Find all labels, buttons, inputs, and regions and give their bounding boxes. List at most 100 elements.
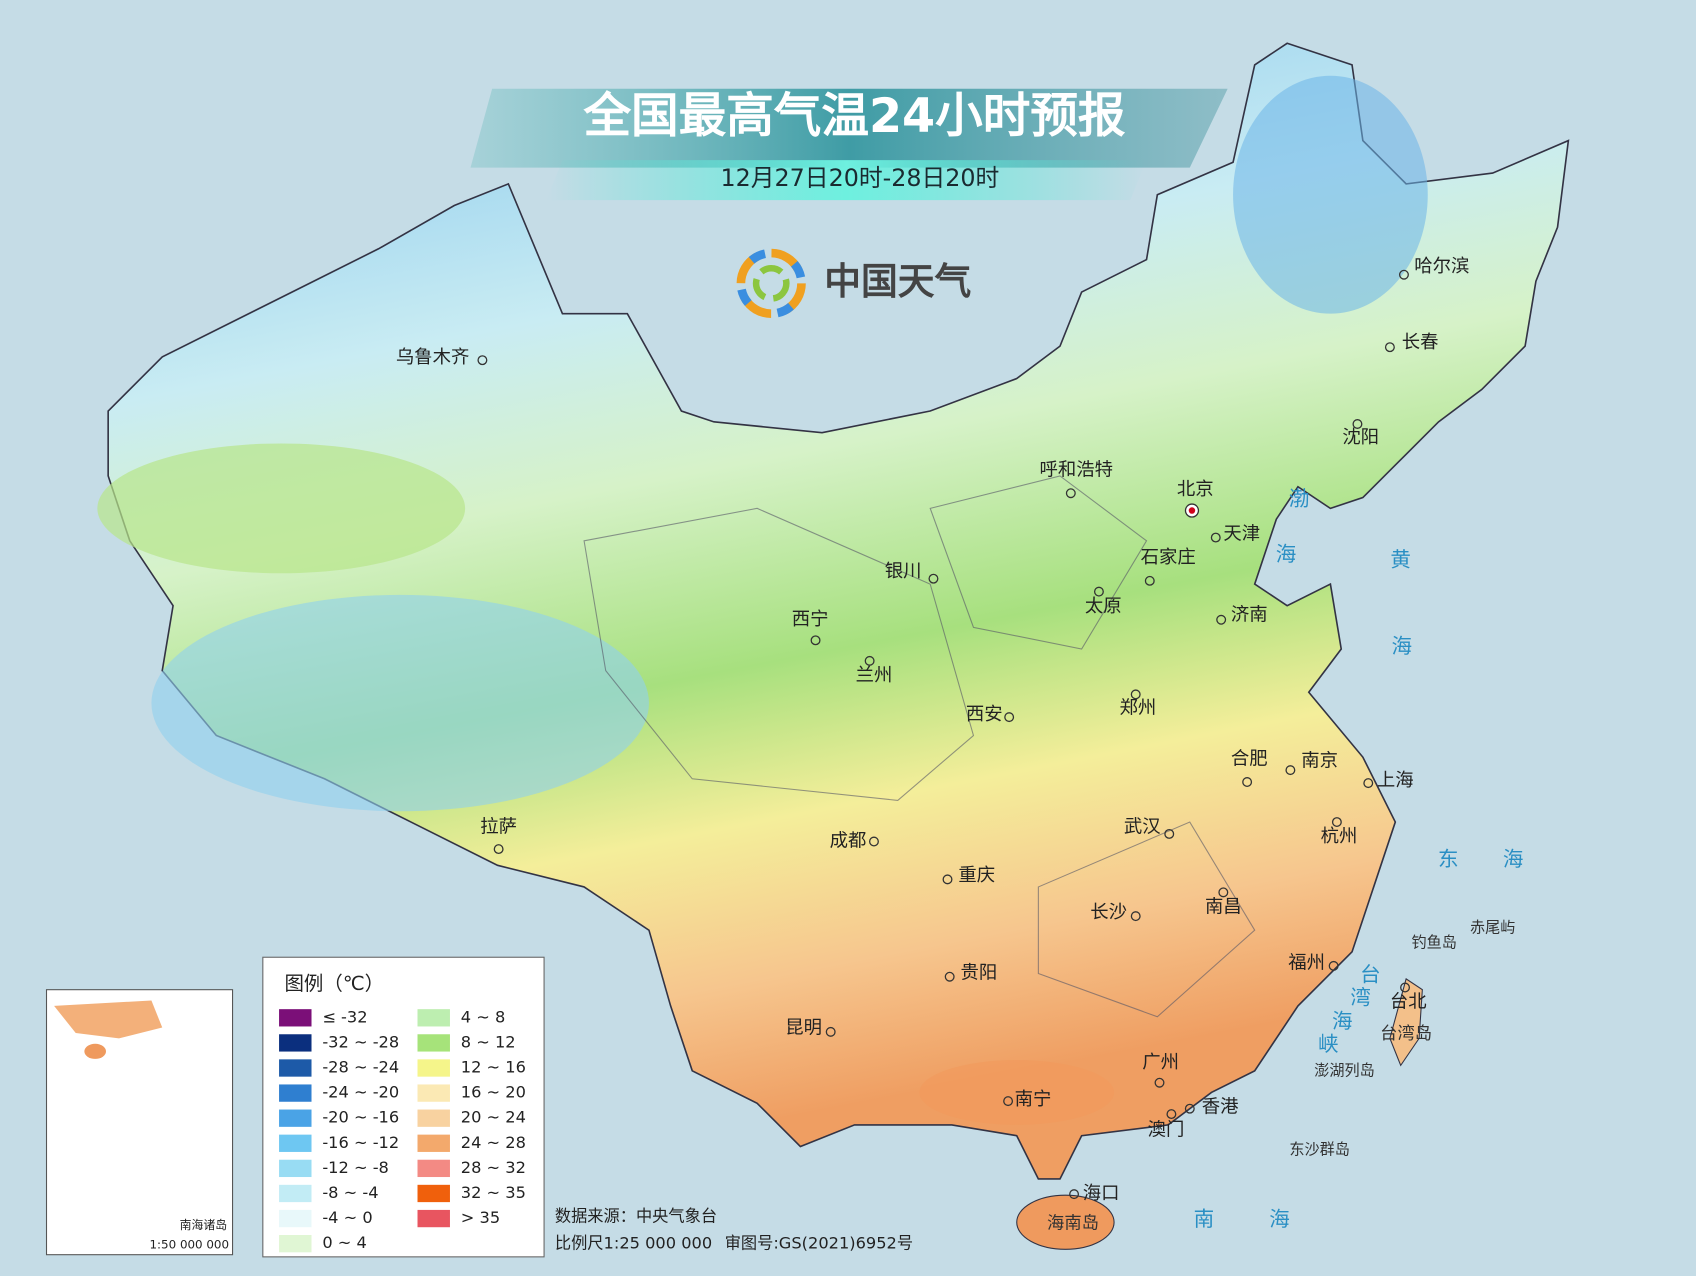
city-marker: [493, 844, 504, 855]
city-marker: [1003, 1096, 1014, 1107]
title-banner: [470, 88, 1228, 168]
city-label: 郑州: [1120, 697, 1157, 718]
city-label: 广州: [1142, 1052, 1179, 1073]
legend-label: 12 ~ 16: [461, 1058, 526, 1077]
brand: 中国天气: [824, 260, 971, 303]
island-label: 海南岛: [1047, 1213, 1099, 1233]
city-marker: [1144, 575, 1155, 586]
city-marker: [477, 355, 488, 366]
city-marker: [1363, 778, 1374, 789]
sea-label: 海: [1269, 1207, 1290, 1231]
legend-label: -16 ~ -12: [322, 1133, 399, 1152]
city-marker: [928, 573, 939, 584]
city-marker: [1093, 586, 1104, 597]
city-marker: [1065, 488, 1076, 499]
city-label: 合肥: [1231, 748, 1268, 769]
city-label: 石家庄: [1141, 547, 1196, 568]
map-scale: 比例尺1:25 000 000: [555, 1233, 712, 1252]
city-label: 长沙: [1090, 902, 1127, 923]
sea-label: 海: [1392, 634, 1413, 658]
city-label: 南京: [1301, 750, 1338, 771]
legend-label: -12 ~ -8: [322, 1158, 389, 1177]
city-marker: [1130, 911, 1141, 922]
city-label: 西安: [966, 704, 1003, 725]
city-marker: [1328, 960, 1339, 971]
legend-swatch: [417, 1084, 450, 1102]
legend-label: 4 ~ 8: [461, 1007, 506, 1026]
legend-swatch: [279, 1009, 312, 1027]
city-label: 太原: [1085, 596, 1122, 617]
city-marker: [1242, 777, 1253, 787]
inset-scale: 1:50 000 000: [150, 1237, 230, 1251]
city-marker: [1184, 1103, 1195, 1114]
legend-label: 28 ~ 32: [461, 1158, 526, 1177]
legend-swatch: [417, 1209, 450, 1228]
legend-swatch: [279, 1034, 312, 1052]
subtitle-banner: [546, 160, 1147, 201]
city-marker: [1004, 712, 1015, 723]
city-marker: [1218, 887, 1229, 898]
city-label: 济南: [1231, 604, 1268, 625]
city-label: 贵阳: [961, 962, 998, 983]
title: 全国最高气温24小时预报: [582, 89, 1125, 144]
legend-swatch: [417, 1034, 450, 1052]
island-label: 澎湖列岛: [1314, 1061, 1375, 1079]
city-label: 乌鲁木齐: [396, 347, 470, 368]
inset: 南海诸岛 1:50 000 000: [45, 989, 234, 1256]
capital-dot: [1188, 507, 1196, 514]
sea-label: 海: [1276, 542, 1297, 566]
legend-label: 16 ~ 20: [461, 1083, 526, 1102]
legend-label: -32 ~ -28: [322, 1032, 399, 1051]
city-label: 福州: [1288, 953, 1325, 974]
sea-label: 海: [1503, 847, 1524, 871]
city-marker: [1331, 817, 1342, 828]
city-label: 沈阳: [1342, 427, 1379, 448]
city-label: 昆明: [785, 1018, 822, 1039]
sea-label: 海: [1332, 1009, 1353, 1033]
city-marker: [868, 836, 879, 847]
legend-swatch: [417, 1059, 450, 1077]
city-marker: [1166, 1109, 1177, 1120]
legend-label: 32 ~ 35: [461, 1183, 526, 1202]
legend-swatch: [417, 1159, 450, 1178]
legend-swatch: [417, 1134, 450, 1152]
approval-number: 审图号:GS(2021)6952号: [725, 1233, 913, 1252]
city-label: 银川: [885, 561, 922, 582]
legend-label: -20 ~ -16: [322, 1108, 399, 1127]
legend-swatch: [417, 1009, 450, 1027]
city-label: 台北: [1390, 992, 1427, 1013]
sea-label: 南: [1194, 1207, 1215, 1231]
island-label: 东沙群岛: [1289, 1140, 1350, 1158]
legend-swatch: [279, 1134, 312, 1152]
legend-label: 20 ~ 24: [461, 1108, 526, 1127]
legend-swatch: [279, 1184, 312, 1203]
city-label: 天津: [1223, 523, 1260, 544]
sea-label: 东: [1438, 847, 1459, 871]
city-marker: [1400, 982, 1411, 993]
sea-label: 湾: [1350, 985, 1371, 1009]
city-marker: [942, 874, 953, 885]
city-marker: [1130, 689, 1141, 700]
legend-label: 24 ~ 28: [461, 1133, 526, 1152]
city-label: 西宁: [792, 609, 829, 630]
city-marker: [1285, 765, 1296, 776]
city-marker: [1210, 532, 1221, 543]
legend-swatch: [279, 1209, 312, 1228]
sea-label: 台: [1360, 963, 1381, 987]
city-marker: [1069, 1189, 1080, 1200]
legend-label: ≤ -32: [322, 1007, 367, 1026]
legend-title: 图例（℃）: [284, 972, 384, 995]
island-label: 台湾岛: [1380, 1024, 1432, 1044]
city-label: 重庆: [958, 865, 995, 886]
city-marker: [810, 635, 821, 646]
legend-swatch: [279, 1159, 312, 1178]
city-label: 长春: [1402, 332, 1439, 353]
legend-swatch: [417, 1109, 450, 1127]
sea-label: 黄: [1390, 547, 1411, 571]
city-marker: [1384, 342, 1395, 353]
legend: 图例（℃）: [262, 956, 545, 1258]
island-label: 赤尾屿: [1470, 919, 1515, 937]
island-label: 钓鱼岛: [1412, 934, 1457, 952]
city-label: 成都: [830, 831, 867, 852]
